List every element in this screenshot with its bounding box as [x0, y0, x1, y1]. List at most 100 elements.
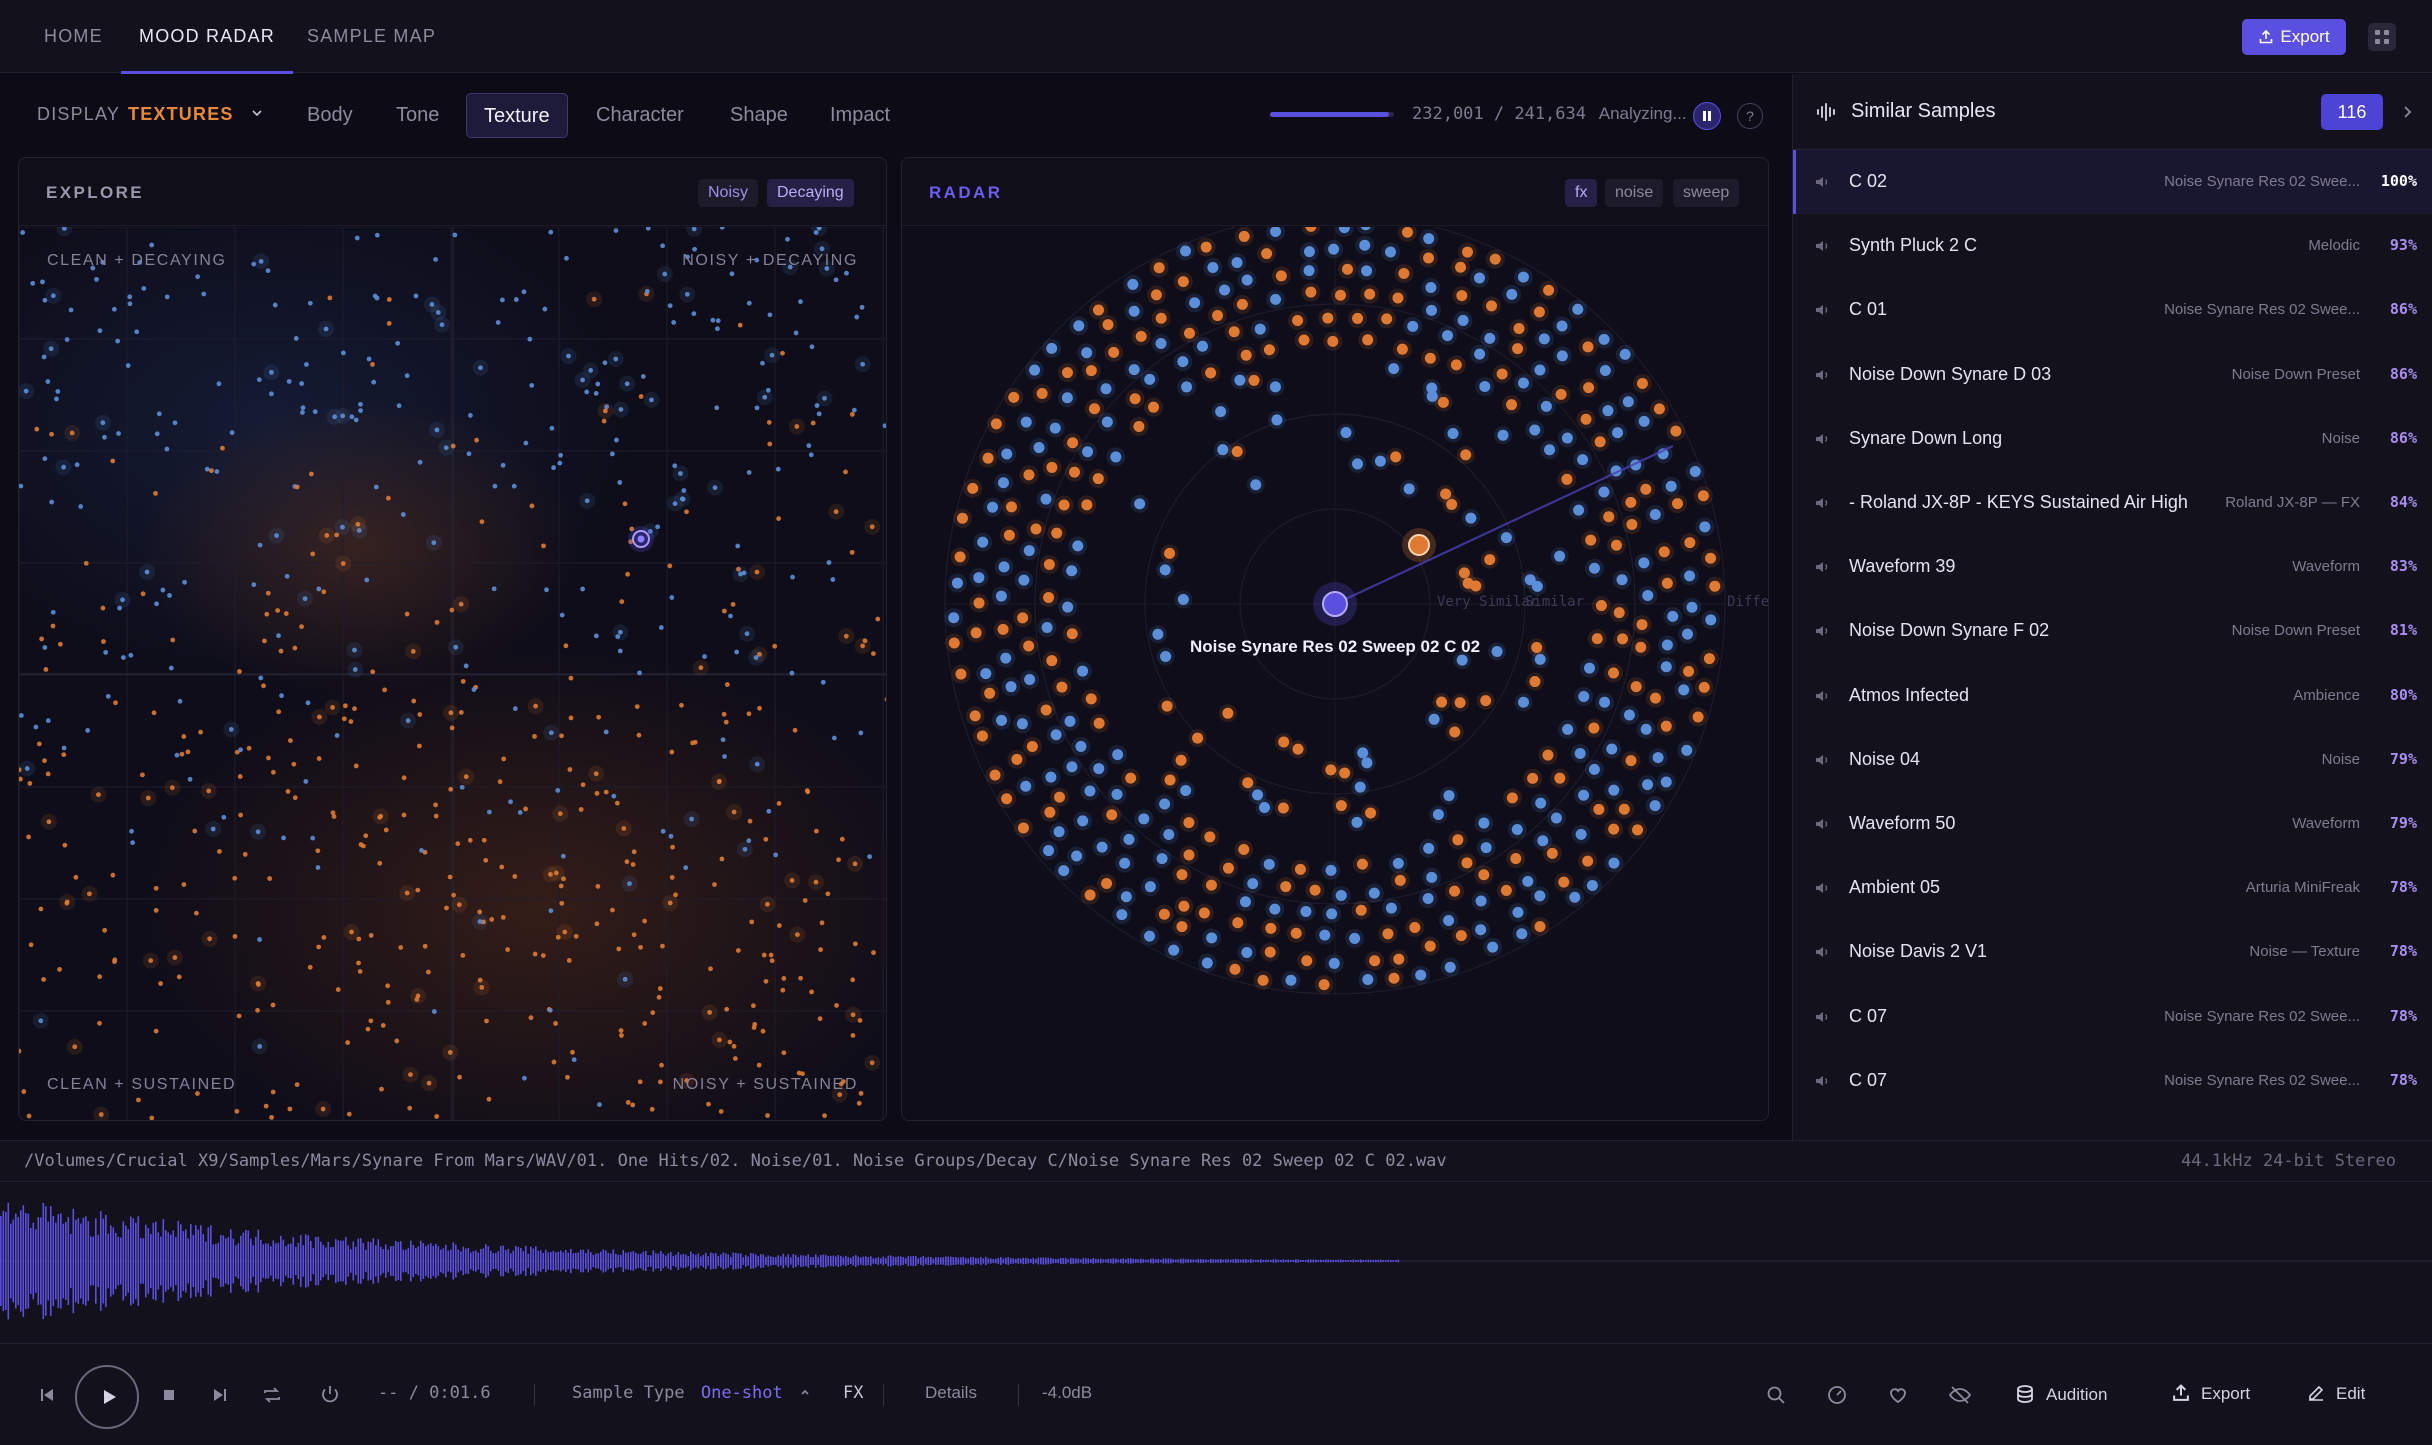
- radar-point: [1292, 743, 1304, 755]
- speaker-icon[interactable]: [1813, 1072, 1831, 1090]
- radar-point: [1622, 396, 1634, 408]
- radar-point: [1003, 529, 1015, 541]
- waveform-bar: [737, 1253, 740, 1269]
- similar-row[interactable]: C 02 Noise Synare Res 02 Swee... 100%: [1793, 150, 2432, 214]
- similar-row[interactable]: Synth Pluck 2 C Melodic 93%: [1793, 214, 2432, 278]
- gain-value[interactable]: -4.0dB: [1042, 1383, 1093, 1402]
- speaker-icon[interactable]: [1813, 494, 1831, 512]
- chip-fx[interactable]: fx: [1565, 179, 1598, 207]
- speaker-icon[interactable]: [1813, 879, 1831, 897]
- speaker-icon[interactable]: [1813, 622, 1831, 640]
- waveform-bar: [767, 1255, 770, 1267]
- radar-point: [1269, 903, 1281, 915]
- similar-row[interactable]: Noise 04 Noise 79%: [1793, 728, 2432, 792]
- speaker-icon[interactable]: [1813, 943, 1831, 961]
- similar-row[interactable]: Atmos Infected Ambience 80%: [1793, 664, 2432, 728]
- category-label[interactable]: FX: [843, 1383, 864, 1403]
- subtab-texture[interactable]: Texture: [466, 93, 568, 138]
- similar-row[interactable]: Ambient 05 Arturia MiniFreak 78%: [1793, 856, 2432, 920]
- subtab-tone[interactable]: Tone: [396, 104, 440, 126]
- audition-button[interactable]: Audition: [2014, 1383, 2107, 1405]
- radar-point: [1540, 400, 1552, 412]
- stop-icon[interactable]: [162, 1388, 176, 1402]
- gauge-icon[interactable]: [1826, 1384, 1848, 1406]
- waveform-bar: [577, 1252, 580, 1270]
- subtab-impact[interactable]: Impact: [830, 104, 891, 126]
- tab-mood-radar[interactable]: MOOD RADAR: [120, 0, 294, 74]
- explore-point: [642, 1021, 648, 1026]
- explore-point: [258, 258, 264, 264]
- tab-home[interactable]: HOME: [44, 26, 103, 46]
- play-button[interactable]: [75, 1365, 139, 1429]
- waveform-bar: [1185, 1259, 1187, 1263]
- chip-noise[interactable]: noise: [1605, 179, 1664, 207]
- skip-back-icon[interactable]: [38, 1386, 56, 1404]
- similar-row[interactable]: Noise Down Synare D 03 Noise Down Preset 8…: [1793, 343, 2432, 407]
- explore-scatter[interactable]: [19, 227, 887, 1121]
- similar-row[interactable]: C 07 Noise Synare Res 02 Swee... 78%: [1793, 1049, 2432, 1113]
- subtab-body[interactable]: Body: [307, 104, 353, 126]
- waveform-display[interactable]: [0, 1183, 2432, 1343]
- export-bottom-button[interactable]: Export: [2171, 1383, 2250, 1404]
- explore-point: [706, 1101, 711, 1107]
- export-button[interactable]: Export: [2242, 19, 2346, 55]
- tab-sample-map[interactable]: SAMPLE MAP: [307, 26, 437, 46]
- chevron-right-icon[interactable]: [2399, 104, 2415, 120]
- speaker-icon[interactable]: [1813, 237, 1831, 255]
- search-icon[interactable]: [1765, 1384, 1787, 1406]
- explore-point: [478, 365, 483, 371]
- explore-point: [724, 1006, 730, 1012]
- subtab-shape[interactable]: Shape: [730, 104, 788, 126]
- details-button[interactable]: Details: [925, 1383, 977, 1402]
- help-button[interactable]: ?: [1737, 103, 1763, 129]
- speaker-icon[interactable]: [1813, 366, 1831, 384]
- pause-analysis-button[interactable]: [1693, 102, 1721, 130]
- waveform-bar: [440, 1249, 442, 1273]
- radar-point: [1328, 957, 1340, 969]
- similar-row[interactable]: Waveform 50 Waveform 79%: [1793, 792, 2432, 856]
- explore-point: [768, 952, 774, 958]
- radar-point: [1207, 262, 1219, 274]
- explore-point: [354, 235, 360, 241]
- chip-sweep[interactable]: sweep: [1673, 179, 1740, 207]
- speaker-icon[interactable]: [1813, 558, 1831, 576]
- display-dropdown[interactable]: TEXTURES: [128, 104, 264, 125]
- speaker-icon[interactable]: [1813, 430, 1831, 448]
- similar-row[interactable]: - Roland JX-8P - KEYS Sustained Air High…: [1793, 471, 2432, 535]
- speaker-icon[interactable]: [1813, 173, 1831, 191]
- speaker-icon[interactable]: [1813, 301, 1831, 319]
- waveform-bar: [312, 1247, 315, 1275]
- explore-point: [364, 577, 370, 583]
- explore-point: [288, 738, 293, 743]
- subtab-character[interactable]: Character: [596, 104, 684, 126]
- waveform-bar: [787, 1254, 790, 1268]
- heart-icon[interactable]: [1887, 1384, 1909, 1406]
- radar-point: [995, 590, 1007, 602]
- power-icon[interactable]: [318, 1383, 342, 1407]
- similar-row[interactable]: Noise Down Synare F 02 Noise Down Preset 8…: [1793, 599, 2432, 663]
- hide-icon[interactable]: [1948, 1384, 1972, 1406]
- sample-type-selector[interactable]: Sample Type One-shot: [572, 1383, 811, 1403]
- speaker-icon[interactable]: [1813, 751, 1831, 769]
- loop-icon[interactable]: [260, 1383, 284, 1407]
- speaker-icon[interactable]: [1813, 687, 1831, 705]
- speaker-icon[interactable]: [1813, 1008, 1831, 1026]
- similar-row[interactable]: C 01 Noise Synare Res 02 Swee... 86%: [1793, 278, 2432, 342]
- chip-noisy[interactable]: Noisy: [698, 179, 759, 207]
- speaker-icon[interactable]: [1813, 815, 1831, 833]
- edit-button[interactable]: Edit: [2306, 1383, 2365, 1404]
- explore-point: [557, 811, 563, 817]
- waveform-bar: [1015, 1258, 1017, 1264]
- skip-forward-icon[interactable]: [211, 1386, 229, 1404]
- similar-row[interactable]: Waveform 39 Waveform 83%: [1793, 535, 2432, 599]
- explore-point: [300, 405, 306, 411]
- chip-decaying[interactable]: Decaying: [767, 179, 854, 207]
- apps-grid-button[interactable]: [2368, 23, 2396, 51]
- explore-point: [216, 381, 222, 387]
- similar-row[interactable]: Synare Down Long Noise 86%: [1793, 407, 2432, 471]
- similar-row[interactable]: C 07 Noise Synare Res 02 Swee... 78%: [1793, 985, 2432, 1049]
- explore-point: [794, 424, 800, 429]
- similar-row[interactable]: Noise Davis 2 V1 Noise — Texture 78%: [1793, 920, 2432, 984]
- radar-point: [1652, 752, 1664, 764]
